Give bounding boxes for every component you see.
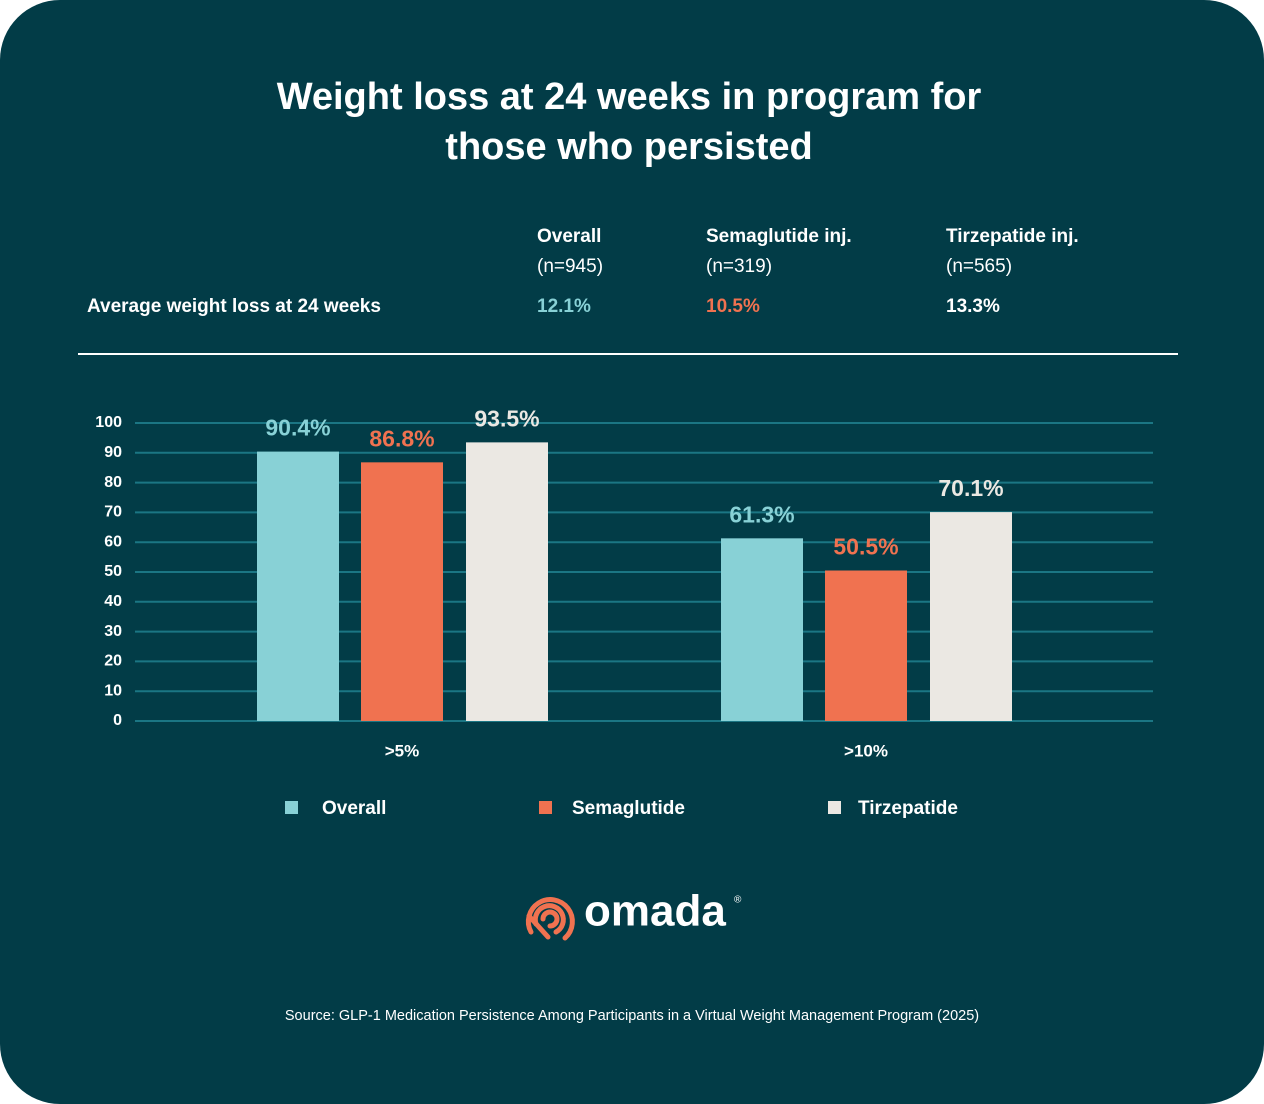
bar [466, 442, 548, 721]
legend-swatch [539, 801, 552, 814]
y-tick-label: 20 [104, 653, 122, 670]
y-tick-label: 100 [95, 414, 122, 431]
value-label: 90.4% [265, 415, 330, 441]
logo-mark: ® [734, 895, 742, 906]
column-count: (n=945) [537, 256, 604, 277]
y-tick-label: 40 [104, 593, 122, 610]
y-tick-label: 80 [104, 474, 122, 491]
legend-swatch [828, 801, 841, 814]
legend-swatch [285, 801, 298, 814]
y-tick-label: 90 [104, 444, 122, 461]
y-tick-label: 60 [104, 533, 122, 550]
row-value: 13.3% [946, 296, 1000, 317]
column-header: Semaglutide inj. [706, 226, 852, 247]
bar [930, 512, 1012, 721]
legend-label: Semaglutide [572, 798, 685, 819]
bar [721, 538, 803, 721]
y-tick-label: 10 [104, 682, 122, 699]
x-tick-label: >5% [385, 741, 420, 760]
bar [361, 462, 443, 721]
chart-title: Weight loss at 24 weeks in program for t… [276, 76, 982, 168]
column-count: (n=319) [706, 256, 773, 277]
y-tick-label: 50 [104, 563, 122, 580]
row-value: 10.5% [706, 296, 760, 317]
legend-label: Overall [322, 798, 386, 819]
source-note: Source: GLP-1 Medication Persistence Amo… [284, 1008, 980, 1024]
column-header: Overall [537, 226, 602, 247]
value-label: 93.5% [474, 405, 539, 431]
row-label: Average weight loss at 24 weeks [87, 296, 381, 317]
y-tick-label: 0 [113, 712, 122, 729]
logo-text: omada [584, 887, 726, 936]
value-label: 61.3% [729, 501, 794, 527]
value-label: 70.1% [938, 475, 1003, 501]
x-tick-label: >10% [844, 741, 888, 760]
value-label: 50.5% [833, 534, 898, 560]
column-count: (n=565) [946, 256, 1013, 277]
value-label: 86.8% [369, 425, 434, 451]
y-tick-label: 70 [104, 504, 122, 521]
y-tick-label: 30 [104, 623, 122, 640]
bar [257, 451, 339, 721]
row-value: 12.1% [537, 296, 591, 317]
logo-icon [525, 897, 575, 941]
legend-label: Tirzepatide [858, 798, 958, 819]
column-header: Tirzepatide inj. [946, 226, 1079, 247]
bar [825, 570, 907, 721]
